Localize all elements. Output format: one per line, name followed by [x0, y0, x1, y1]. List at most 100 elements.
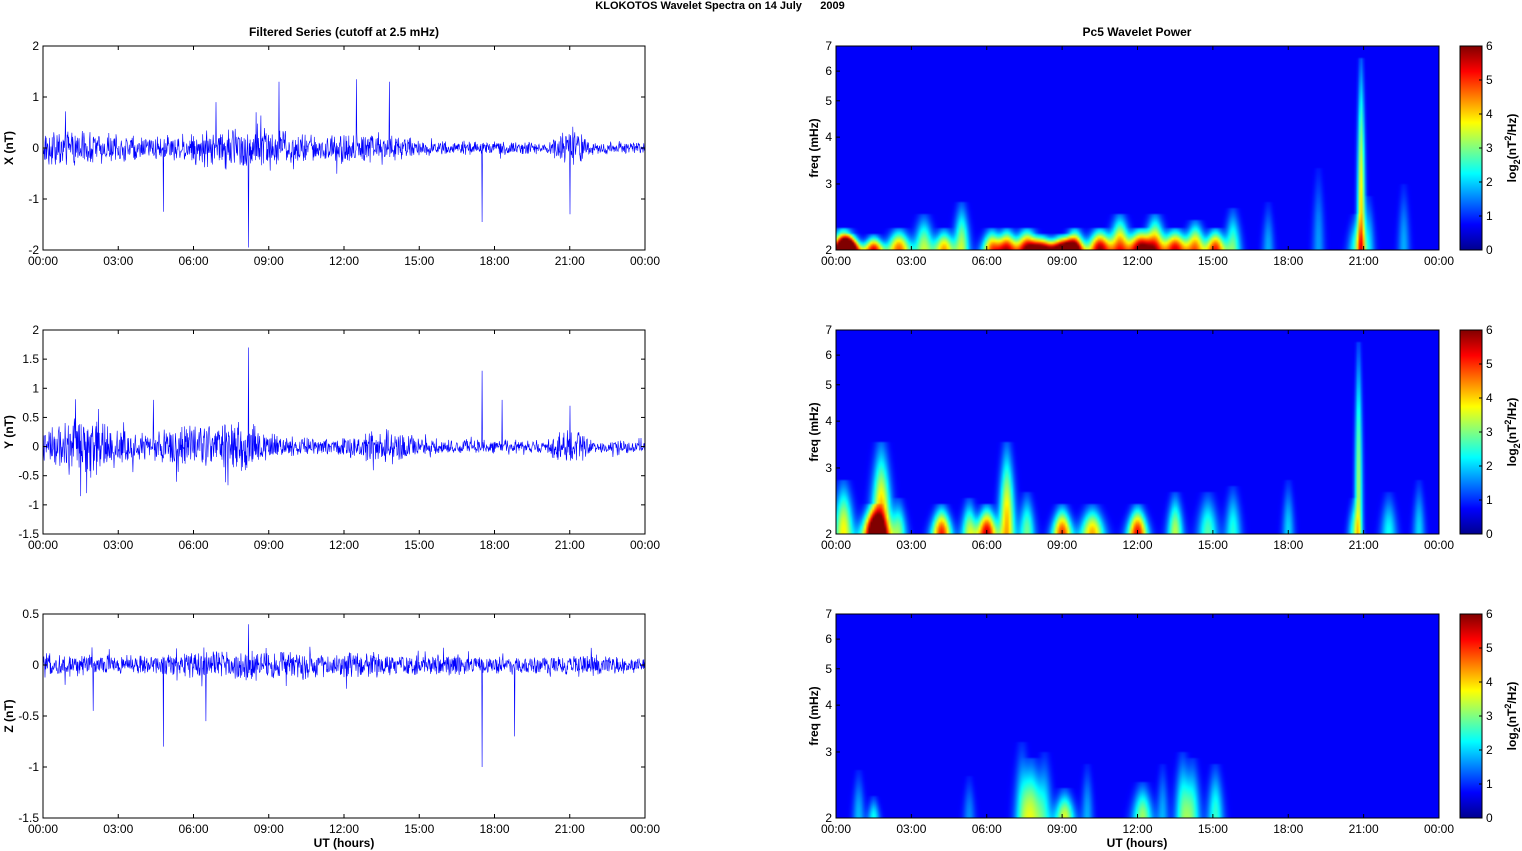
colorbar-label: log2(nT2/Hz) [1503, 682, 1522, 751]
wavelet-xtick-label: 15:00 [1198, 822, 1228, 836]
series-xtick-label: 00:00 [630, 254, 660, 268]
wavelet-xtick-label: 12:00 [1122, 822, 1152, 836]
series-ytick-label: -0.5 [18, 709, 39, 723]
wavelet-xtick-label: 18:00 [1273, 822, 1303, 836]
freq-ytick-label: 7 [825, 39, 832, 53]
wavelet-xtick-label: 06:00 [972, 822, 1002, 836]
colorbar-tick-label: 1 [1486, 209, 1493, 223]
figure-suptitle: KLOKOTOS Wavelet Spectra on 14 July 2009 [595, 0, 844, 12]
series-ytick-label: -1 [28, 498, 39, 512]
colorbar [1459, 329, 1483, 535]
series-xtick-label: 00:00 [28, 822, 58, 836]
wavelet-xtick-label: 00:00 [821, 822, 851, 836]
freq-ylabel: freq (mHz) [807, 118, 821, 177]
series-xtick-label: 00:00 [28, 538, 58, 552]
wavelet-power-image [836, 330, 1439, 534]
series-xtick-label: 15:00 [404, 254, 434, 268]
wavelet-xtick-label: 03:00 [896, 254, 926, 268]
series-ytick-label: -1.5 [18, 527, 39, 541]
colorbar [1459, 45, 1483, 251]
wavelet-xtick-label: 00:00 [1424, 254, 1454, 268]
wavelet-xtick-label: 03:00 [896, 822, 926, 836]
series-xtick-label: 03:00 [103, 538, 133, 552]
series-panel-z: 0.50-0.5-1-1.500:00 03:00 06:00 09:00 12:00 1… [2, 607, 660, 836]
freq-ytick-label: 3 [825, 461, 832, 475]
wavelet-xtick-label: 09:00 [1047, 822, 1077, 836]
colorbar-tick-label: 2 [1486, 459, 1493, 473]
colorbar-tick-label: 1 [1486, 777, 1493, 791]
series-xtick-label: 09:00 [254, 538, 284, 552]
colorbar-tick-label: 3 [1486, 141, 1493, 155]
wavelet-xtick-label: 18:00 [1273, 538, 1303, 552]
colorbar-tick-label: 0 [1486, 811, 1493, 825]
series-xtick-label: 21:00 [555, 822, 585, 836]
colorbar-tick-label: 0 [1486, 527, 1493, 541]
series-xtick-label: 09:00 [254, 254, 284, 268]
freq-ytick-label: 6 [825, 348, 832, 362]
colorbar-tick-label: 2 [1486, 743, 1493, 757]
colorbar-label: log2(nT2/Hz) [1503, 114, 1522, 183]
series-xtick-label: 15:00 [404, 538, 434, 552]
series-ytick-label: 1.5 [22, 352, 39, 366]
colorbar-tick-label: 5 [1486, 357, 1493, 371]
series-xtick-label: 09:00 [254, 822, 284, 836]
right-xlabel: UT (hours) [1107, 836, 1168, 850]
series-ytick-label: -1.5 [18, 811, 39, 825]
freq-ytick-label: 4 [825, 130, 832, 144]
wavelet-xtick-label: 00:00 [821, 254, 851, 268]
series-ytick-label: -2 [28, 243, 39, 257]
series-xtick-label: 00:00 [630, 822, 660, 836]
series-ytick-label: 0 [32, 141, 39, 155]
series-ytick-label: 1 [32, 90, 39, 104]
wavelet-xtick-label: 09:00 [1047, 538, 1077, 552]
wavelet-xtick-label: 15:00 [1198, 254, 1228, 268]
colorbar [1459, 613, 1483, 819]
series-ylabel: Z (nT) [2, 699, 16, 732]
series-ytick-label: 0 [32, 658, 39, 672]
freq-ytick-label: 5 [825, 94, 832, 108]
series-xtick-label: 00:00 [28, 254, 58, 268]
wavelet-xtick-label: 06:00 [972, 254, 1002, 268]
freq-ytick-label: 4 [825, 414, 832, 428]
freq-ytick-label: 5 [825, 662, 832, 676]
series-trace [43, 624, 645, 768]
series-ylabel: Y (nT) [2, 415, 16, 449]
colorbar-label: log2(nT2/Hz) [1503, 398, 1522, 467]
wavelet-xtick-label: 12:00 [1122, 538, 1152, 552]
series-xtick-label: 15:00 [404, 822, 434, 836]
colorbar-tick-label: 5 [1486, 73, 1493, 87]
freq-ytick-label: 5 [825, 378, 832, 392]
right-column-title: Pc5 Wavelet Power [1083, 25, 1192, 39]
series-xtick-label: 06:00 [178, 254, 208, 268]
colorbar-tick-label: 3 [1486, 425, 1493, 439]
freq-ytick-label: 2 [825, 527, 832, 541]
wavelet-xtick-label: 21:00 [1349, 254, 1379, 268]
left-column-title: Filtered Series (cutoff at 2.5 mHz) [249, 25, 439, 39]
colorbar-tick-label: 3 [1486, 709, 1493, 723]
wavelet-xtick-label: 06:00 [972, 538, 1002, 552]
series-xtick-label: 12:00 [329, 822, 359, 836]
series-xtick-label: 00:00 [630, 538, 660, 552]
series-panel-y: 21.510.50-0.5-1-1.500:00 03:00 06:00 09:00 1… [2, 323, 660, 552]
colorbar-tick-label: 6 [1486, 323, 1493, 337]
plot-area [43, 614, 645, 818]
wavelet-xtick-label: 18:00 [1273, 254, 1303, 268]
wavelet-xtick-label: 15:00 [1198, 538, 1228, 552]
series-ytick-label: 0.5 [22, 607, 39, 621]
series-ytick-label: 2 [32, 323, 39, 337]
series-xtick-label: 21:00 [555, 538, 585, 552]
series-xtick-label: 18:00 [479, 254, 509, 268]
freq-ytick-label: 6 [825, 64, 832, 78]
freq-ytick-label: 2 [825, 243, 832, 257]
wavelet-xtick-label: 21:00 [1349, 822, 1379, 836]
colorbar-tick-label: 4 [1486, 675, 1493, 689]
freq-ylabel: freq (mHz) [807, 686, 821, 745]
wavelet-xtick-label: 21:00 [1349, 538, 1379, 552]
colorbar-tick-label: 4 [1486, 391, 1493, 405]
wavelet-xtick-label: 00:00 [821, 538, 851, 552]
colorbar-tick-label: 4 [1486, 107, 1493, 121]
series-xtick-label: 12:00 [329, 538, 359, 552]
